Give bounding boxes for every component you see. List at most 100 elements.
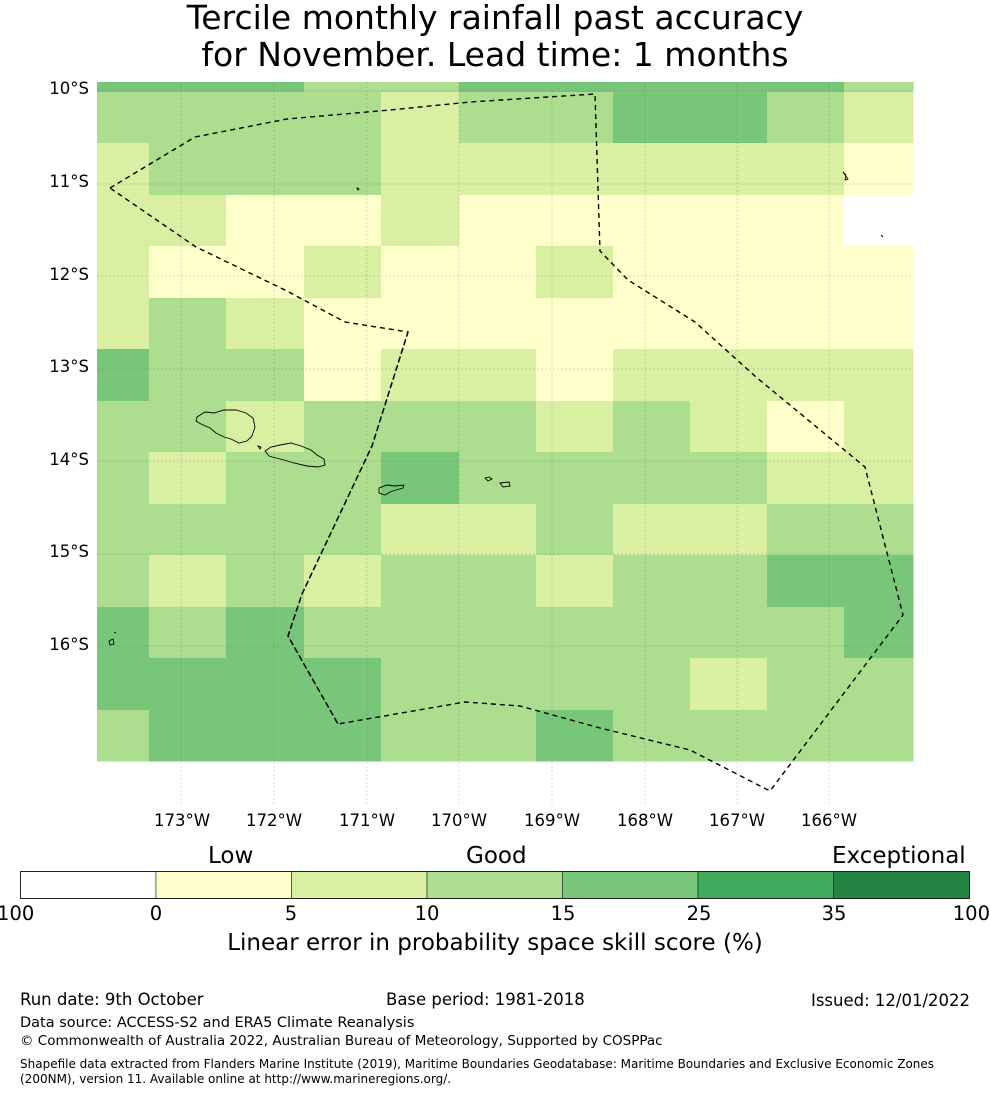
lon-label-172w: 172°W <box>245 811 303 830</box>
skill-grid-cell <box>690 504 768 556</box>
skill-grid-cell <box>304 349 382 402</box>
chart-title-line-1: Tercile monthly rainfall past accuracy <box>186 0 804 37</box>
skill-grid-cell <box>149 658 227 711</box>
skill-grid-cell <box>536 607 614 659</box>
skill-grid-cell <box>459 607 537 659</box>
skill-grid-cell <box>613 452 691 505</box>
skill-grid-cell <box>690 246 768 299</box>
skill-grid-cell <box>844 349 914 402</box>
colorbar-swatch <box>291 871 428 899</box>
lat-label-15s: 15°S <box>49 542 89 561</box>
tau-island-outline <box>499 481 511 488</box>
skill-grid-cell <box>844 401 914 453</box>
skill-grid-cell <box>459 246 537 299</box>
skill-grid-cell <box>381 401 460 453</box>
island-outlines <box>108 171 884 646</box>
lat-label-10s: 10°S <box>49 79 89 98</box>
skill-grid-cell <box>613 607 691 659</box>
skill-grid-cell <box>304 504 382 556</box>
skill-grid-cell <box>304 710 382 762</box>
lon-label-173w: 173°W <box>153 811 211 830</box>
skill-grid-cell <box>613 710 691 762</box>
skill-grid-cell <box>97 504 150 556</box>
skill-grid-cell <box>97 92 150 144</box>
skill-grid-cell <box>381 92 460 144</box>
skill-grid-cell <box>459 143 537 196</box>
skill-grid-cell <box>97 298 150 350</box>
skill-grid-cell <box>226 452 305 505</box>
skill-grid-cell <box>536 92 614 144</box>
copyright-notice: © Commonwealth of Australia 2022, Austra… <box>20 1033 663 1049</box>
skill-grid-cell <box>767 349 845 402</box>
base-period: Base period: 1981-2018 <box>386 990 585 1009</box>
skill-grid-cell <box>226 143 305 196</box>
skill-grid-cell <box>536 658 614 711</box>
skill-grid-cell <box>844 452 914 505</box>
lat-label-13s: 13°S <box>49 357 89 376</box>
skill-grid-cell <box>690 401 768 453</box>
skill-grid-cell <box>304 555 382 608</box>
lon-label-168w: 168°W <box>616 811 674 830</box>
skill-grid-cell <box>381 504 460 556</box>
lon-label-171w: 171°W <box>338 811 396 830</box>
skill-grid-cell <box>767 401 845 453</box>
skill-grid-cell <box>536 504 614 556</box>
skill-grid-cell <box>459 298 537 350</box>
skill-grid-cell <box>613 143 691 196</box>
skill-grid-cell <box>613 504 691 556</box>
skill-grid-cell <box>381 658 460 711</box>
skill-grid-cell <box>149 143 227 196</box>
savaii-island-outline <box>195 409 256 444</box>
skill-grid-cell <box>97 452 150 505</box>
colorbar-tick-25: 25 <box>686 902 712 925</box>
skill-grid-cell <box>844 298 914 350</box>
skill-grid-cell <box>304 452 382 505</box>
colorbar-category-exceptional: Exceptional <box>832 843 966 869</box>
skill-grid-cell <box>149 607 227 659</box>
skill-grid-cell <box>767 82 845 93</box>
skill-grid-cell <box>459 195 537 247</box>
skill-grid-cell <box>226 658 305 711</box>
colorbar-tick-minus100: -100 <box>0 902 35 925</box>
colorbar-frame <box>20 871 970 899</box>
skill-grid-cell <box>226 710 305 762</box>
skill-grid-cell <box>536 246 614 299</box>
skill-grid-cell <box>844 92 914 144</box>
skill-grid-cell <box>226 246 305 299</box>
eez-boundaries <box>108 93 904 792</box>
skill-grid-cell <box>767 92 845 144</box>
tafahi-island-outline <box>113 631 117 634</box>
skill-grid-cell <box>459 452 537 505</box>
skill-grid-cell <box>613 401 691 453</box>
skill-grid-cell <box>381 143 460 196</box>
skill-grid-cell <box>844 555 914 608</box>
skill-grid-cell <box>844 143 914 196</box>
skill-grid-cell <box>304 82 382 93</box>
skill-grid-cell <box>767 143 845 196</box>
skill-grid-cell <box>536 349 614 402</box>
skill-grid-cell <box>226 349 305 402</box>
skill-grid-cell <box>226 92 305 144</box>
skill-grid-cell <box>844 504 914 556</box>
skill-grid-cell <box>226 82 305 93</box>
lon-label-167w: 167°W <box>708 811 766 830</box>
skill-grid-cell <box>381 555 460 608</box>
colorbar-swatch <box>697 871 834 899</box>
skill-grid-cell <box>226 504 305 556</box>
skill-grid-cell <box>690 710 768 762</box>
skill-grid-cell <box>536 710 614 762</box>
chart-title-line-2: for November. Lead time: 1 months <box>201 35 789 74</box>
skill-grid-cell <box>304 246 382 299</box>
skill-grid-cell <box>459 555 537 608</box>
colorbar-title: Linear error in probability space skill … <box>227 930 763 956</box>
skill-grid-cell <box>767 607 845 659</box>
skill-grid-cell <box>149 401 227 453</box>
skill-grid-cell <box>381 246 460 299</box>
skill-grid-cell <box>536 298 614 350</box>
map-gridlines <box>97 82 913 804</box>
colorbar-swatch <box>155 871 292 899</box>
skill-grid-cell <box>304 92 382 144</box>
colorbar-category-low: Low <box>208 843 254 869</box>
skill-grid-cell <box>459 92 537 144</box>
colorbar-swatch <box>833 871 970 899</box>
